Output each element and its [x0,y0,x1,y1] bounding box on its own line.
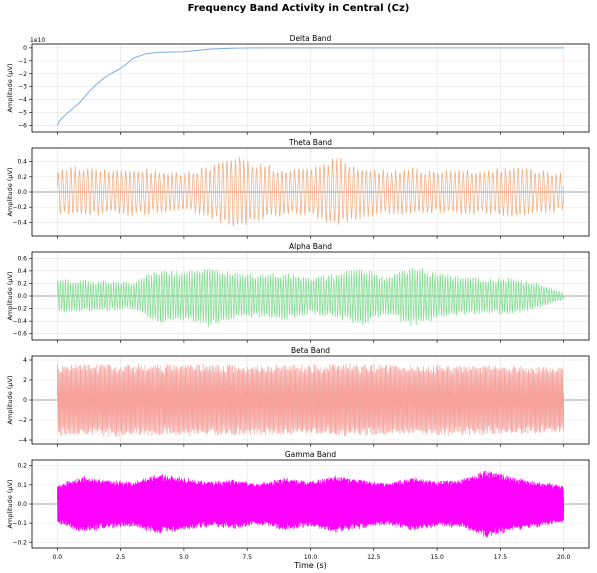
x-tick-label: 20.0 [557,554,571,561]
panel-theta-band: Theta Band 0.4 0.2 0.0 −0.2 −0.4 Amplitude (µV… [6,138,590,239]
y-tick-label: −2 [18,417,27,424]
y-tick-label: −0.6 [12,331,27,338]
x-tick-label: 2.5 [116,554,126,561]
y-tick-label: −1 [18,58,27,65]
y-tick-label: −3 [18,84,27,91]
panel-title: Delta Band [290,34,332,43]
y-tick-label: −2 [18,71,27,78]
y-tick-label: −6 [18,123,27,130]
y-axis-label: Amplitude (µV) [6,375,14,424]
series-line [56,47,564,126]
panel-title: Theta Band [288,138,332,147]
y-tick-label: 0.2 [17,463,27,470]
y-tick-label: −0.2 [12,306,27,313]
x-tick-label: 17.5 [494,554,508,561]
panel-title: Gamma Band [285,450,336,459]
panel-title: Alpha Band [289,242,332,251]
offset-text: 1e10 [30,37,45,44]
x-tick-label: 0.0 [53,554,63,561]
y-tick-label: 0.4 [17,159,27,166]
y-axis-label: Amplitude (µV) [6,63,14,112]
y-tick-label: −0.2 [12,204,27,211]
y-tick-label: −4 [18,437,27,444]
x-tick-label: 15.0 [430,554,444,561]
y-axis-label: Amplitude (µV) [6,271,14,320]
panel-alpha-band: Alpha Band 0.6 0.4 0.2 0.0 −0.2 −0.4 −0.6 Amplit… [6,242,590,343]
y-tick-label: 0 [23,397,27,404]
y-tick-label: 0.0 [17,293,27,300]
y-tick-label: −4 [18,97,27,104]
y-tick-label: 0.2 [17,280,27,287]
y-tick-label: 0.2 [17,174,27,181]
series-line [56,363,565,437]
x-tick-label: 10.0 [304,554,318,561]
y-tick-label: 0.1 [17,482,27,489]
panel-gamma-band: Gamma Band 0.2 0.1 0.0 −0.1 −0.2 0.0 2.5 5.0 7.5 1… [6,450,590,561]
panel-delta-band: Delta Band 0 −1 −2 −3 −4 −5 −6 Amplitude (µV) 1e1… [6,34,590,135]
y-tick-label: −0.2 [12,539,27,546]
y-axis-label: Amplitude (µV) [6,167,14,216]
y-tick-label: −0.4 [12,318,27,325]
x-tick-label: 7.5 [242,554,252,561]
y-tick-label: 0.4 [17,268,27,275]
y-tick-label: 0.6 [17,255,27,262]
figure-title: Frequency Band Activity in Central (Cz) [188,3,410,14]
y-tick-label: 0.0 [17,501,27,508]
series-line [56,267,565,327]
panel-beta-band: Beta Band 4 2 0 −2 −4 Amplitude (µV) [6,346,590,447]
y-tick-label: 2 [23,377,27,384]
x-axis-label: Time (s) [293,561,327,570]
y-tick-label: −0.1 [12,520,27,527]
y-tick-label: 4 [23,357,27,364]
x-tick-label: 12.5 [367,554,381,561]
y-tick-label: 0 [23,45,27,52]
y-tick-label: 0.0 [17,189,27,196]
y-tick-label: −5 [18,110,27,117]
x-tick-label: 5.0 [179,554,189,561]
series-line [56,156,565,227]
series-line [56,470,565,538]
y-tick-label: −0.4 [12,219,27,226]
panel-title: Beta Band [291,346,330,355]
y-axis-label: Amplitude (µV) [6,479,14,528]
